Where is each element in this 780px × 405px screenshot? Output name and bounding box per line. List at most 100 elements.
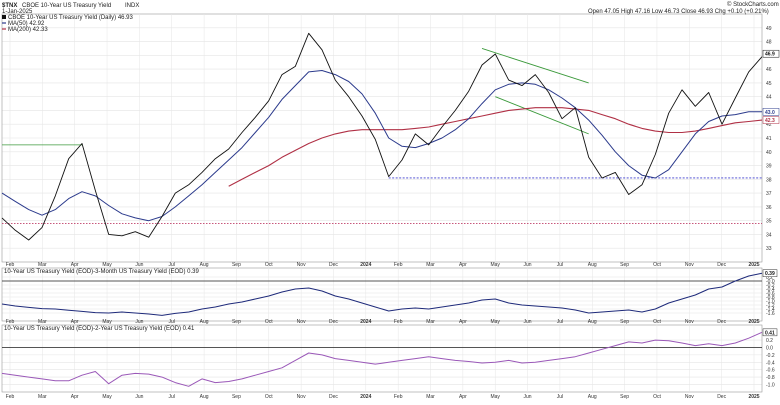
value-tag-box bbox=[762, 49, 780, 58]
y-tick-label: 34 bbox=[766, 232, 772, 238]
x-tick-label: Feb bbox=[394, 319, 403, 325]
x-tick-label: Sep bbox=[232, 394, 241, 400]
x-tick-label: Jul bbox=[169, 394, 175, 400]
x-tick-label: Mar bbox=[38, 262, 47, 268]
x-tick-label: 2024 bbox=[360, 394, 371, 400]
y-tick-label: 0.2 bbox=[766, 338, 773, 344]
y-tick-label: -0.4 bbox=[766, 287, 775, 293]
legend-price: CBOE 10-Year US Treasury Yield (Daily) 4… bbox=[8, 15, 133, 21]
x-tick-label: Sep bbox=[232, 262, 241, 268]
x-tick-label: Sep bbox=[620, 262, 629, 268]
y-tick-label: -0.2 bbox=[766, 353, 775, 359]
value-tag: 43.0 bbox=[765, 110, 775, 116]
y-tick-label: -0.8 bbox=[766, 375, 775, 381]
panel-frame bbox=[1, 267, 763, 322]
y-tick-label: -1.0 bbox=[766, 382, 775, 388]
x-tick-label: 2025 bbox=[748, 262, 759, 268]
x-tick-label: Oct bbox=[265, 319, 273, 325]
value-tag: 0.41 bbox=[765, 330, 775, 336]
x-tick-label: Apr bbox=[71, 262, 79, 268]
y-tick-label: 35 bbox=[766, 219, 772, 225]
exchange-label: INDX bbox=[125, 3, 139, 9]
x-tick-label: Nov bbox=[297, 262, 306, 268]
y-tick-label: -0.6 bbox=[766, 291, 775, 297]
x-tick-label: Oct bbox=[653, 262, 661, 268]
y-tick-label: 38 bbox=[766, 177, 772, 183]
legend-ma200: MA(200) 42.33 bbox=[8, 27, 48, 33]
x-tick-label: Dec bbox=[717, 262, 726, 268]
y-tick-label: -0.0 bbox=[766, 279, 775, 285]
ma200-line bbox=[228, 107, 763, 187]
x-tick-label: Oct bbox=[265, 394, 273, 400]
x-tick-label: Feb bbox=[6, 394, 15, 400]
ohlc-readout: Open 47.05 High 47.16 Low 46.73 Close 46… bbox=[588, 9, 769, 15]
panel2-title: 10-Year US Treasury Yield (EOD)-3-Month … bbox=[4, 269, 200, 275]
x-tick-label: 2025 bbox=[748, 319, 759, 325]
y-tick-label: -0.4 bbox=[766, 360, 775, 366]
panel3-title: 10-Year US Treasury Yield (EOD)-2-Year U… bbox=[4, 326, 195, 332]
x-tick-label: Mar bbox=[426, 262, 435, 268]
y-tick-label: 42 bbox=[766, 122, 772, 128]
y-tick-label: 46 bbox=[766, 67, 772, 73]
x-tick-label: Mar bbox=[426, 394, 435, 400]
channel-upper-line bbox=[481, 48, 589, 84]
y-tick-label: 45 bbox=[766, 81, 772, 87]
x-tick-label: Aug bbox=[200, 262, 209, 268]
y-tick-label: -0.8 bbox=[766, 295, 775, 301]
x-tick-label: Jun bbox=[524, 262, 532, 268]
legend-ma50: MA(50) 42.92 bbox=[8, 21, 45, 27]
x-tick-label: Feb bbox=[6, 262, 15, 268]
x-tick-label: 2024 bbox=[360, 262, 371, 268]
x-tick-label: Aug bbox=[588, 319, 597, 325]
y-tick-label: 48 bbox=[766, 40, 772, 46]
y-tick-label: 37 bbox=[766, 191, 772, 197]
x-tick-label: Jul bbox=[169, 319, 175, 325]
legend-swatch-price bbox=[2, 15, 6, 19]
y-tick-label: -1.6 bbox=[766, 311, 775, 317]
y-tick-label: -1.4 bbox=[766, 307, 775, 313]
price-line bbox=[1, 32, 763, 241]
x-tick-label: Aug bbox=[588, 262, 597, 268]
value-tag-box bbox=[762, 328, 778, 337]
y-tick-label: 49 bbox=[766, 26, 772, 32]
x-tick-label: May bbox=[102, 262, 112, 268]
symbol-label: $TNX bbox=[2, 3, 17, 9]
y-tick-label: 40 bbox=[766, 150, 772, 156]
x-tick-label: Feb bbox=[394, 394, 403, 400]
x-tick-label: May bbox=[490, 319, 500, 325]
x-tick-label: Oct bbox=[653, 394, 661, 400]
value-tag-box bbox=[762, 116, 780, 124]
value-tag-box bbox=[762, 269, 778, 277]
x-tick-label: Sep bbox=[620, 394, 629, 400]
x-tick-label: Apr bbox=[71, 394, 79, 400]
x-tick-label: 2024 bbox=[360, 319, 371, 325]
x-tick-label: Aug bbox=[200, 394, 209, 400]
y-tick-label: 36 bbox=[766, 205, 772, 211]
x-tick-label: Jul bbox=[557, 262, 563, 268]
x-tick-label: Apr bbox=[459, 319, 467, 325]
date-label: 1-Jan-2025 bbox=[2, 9, 33, 15]
spread-2y-line bbox=[1, 331, 763, 387]
x-tick-label: Nov bbox=[685, 262, 694, 268]
x-tick-label: Dec bbox=[717, 319, 726, 325]
x-tick-label: Dec bbox=[329, 319, 338, 325]
x-tick-label: Sep bbox=[232, 319, 241, 325]
x-tick-label: Feb bbox=[394, 262, 403, 268]
x-tick-label: 2025 bbox=[748, 394, 759, 400]
x-tick-label: Jul bbox=[557, 319, 563, 325]
x-tick-label: Jun bbox=[135, 319, 143, 325]
y-tick-label: -1.2 bbox=[766, 303, 775, 309]
x-tick-label: Nov bbox=[297, 319, 306, 325]
y-tick-label: 0.2 bbox=[766, 275, 773, 281]
chart-title: CBOE 10-Year US Treasury Yield bbox=[22, 3, 111, 9]
y-tick-label: -1.0 bbox=[766, 299, 775, 305]
x-tick-label: Oct bbox=[265, 262, 273, 268]
x-tick-label: Nov bbox=[685, 394, 694, 400]
x-tick-label: May bbox=[102, 319, 112, 325]
x-tick-label: Dec bbox=[717, 394, 726, 400]
x-tick-label: May bbox=[490, 262, 500, 268]
x-tick-label: Mar bbox=[426, 319, 435, 325]
value-tag: 46.9 bbox=[765, 52, 775, 58]
